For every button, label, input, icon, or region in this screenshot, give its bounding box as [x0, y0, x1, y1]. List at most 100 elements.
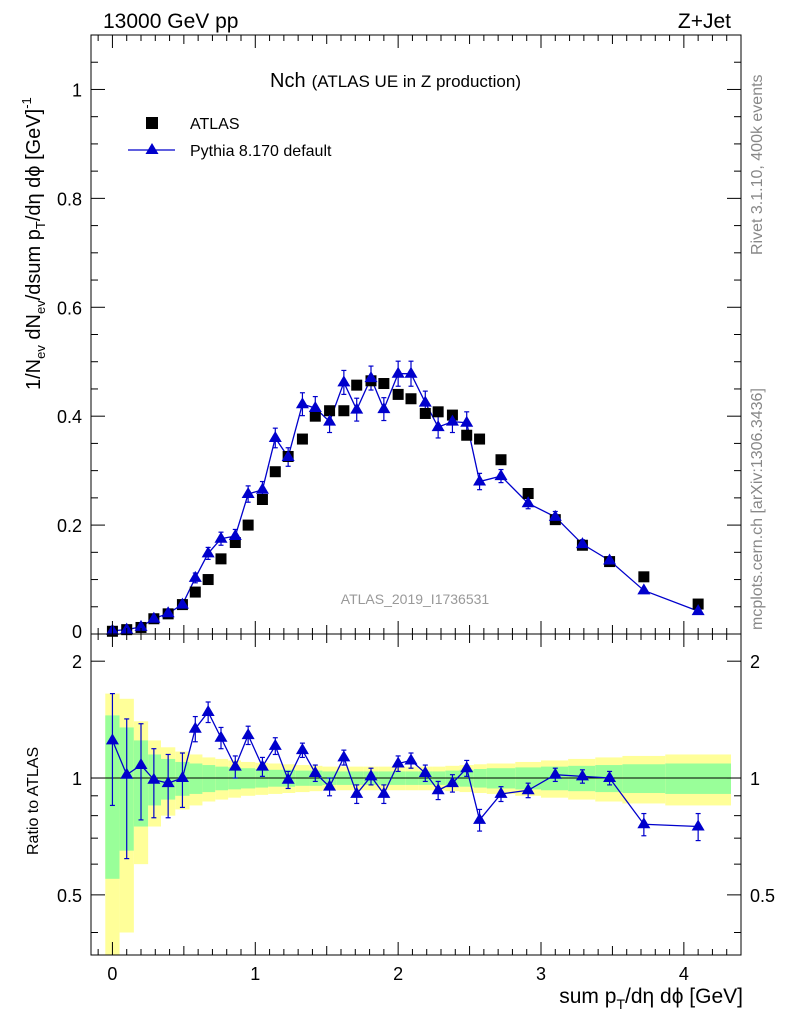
ratio-point	[404, 753, 418, 765]
atlas-point	[522, 488, 534, 500]
atlas-point	[215, 553, 227, 565]
ratio-point	[281, 772, 295, 784]
ratio-point	[364, 769, 378, 781]
pythia-point	[494, 469, 508, 481]
y-tick-label: 0.6	[57, 298, 82, 318]
pythia-point	[391, 366, 405, 378]
ratio-point	[473, 812, 487, 824]
ratio-y-tick-label-right: 1	[750, 769, 760, 789]
atlas-point	[392, 388, 404, 400]
atlas-point	[474, 433, 486, 445]
ratio-point	[295, 743, 309, 755]
ratio-point	[201, 704, 215, 716]
ratio-y-tick-label-right: 0.5	[750, 886, 775, 906]
pythia-point	[268, 430, 282, 442]
pythia-point	[445, 414, 459, 426]
pythia-point	[201, 546, 215, 558]
pythia-point	[603, 553, 617, 565]
ratio-point	[691, 819, 705, 831]
atlas-point	[229, 537, 241, 549]
legend-atlas-label: ATLAS	[190, 116, 240, 133]
ratio-point	[460, 761, 474, 773]
y-tick-label-zero: 0	[72, 622, 82, 642]
pythia-point	[637, 583, 651, 595]
ratio-point	[120, 767, 134, 779]
pythia-point	[323, 414, 337, 426]
ratio-point	[188, 721, 202, 733]
band-inner	[622, 764, 666, 794]
ratio-point	[175, 771, 189, 783]
ratio-point	[147, 772, 161, 784]
atlas-point	[324, 405, 336, 417]
ratio-point	[431, 783, 445, 795]
pythia-point	[431, 420, 445, 432]
atlas-point	[338, 405, 350, 417]
main-frame	[90, 34, 742, 635]
pythia-point	[228, 528, 242, 540]
process-label: Z+Jet	[678, 10, 731, 33]
atlas-point	[495, 454, 507, 466]
pythia-point	[161, 606, 175, 618]
analysis-label: ATLAS_2019_I1736531	[341, 591, 490, 607]
pythia-point	[337, 375, 351, 387]
y-tick-label: 0.4	[57, 407, 82, 427]
atlas-point	[269, 466, 281, 478]
ratio-point	[241, 728, 255, 740]
ratio-point	[350, 786, 364, 798]
x-tick-label: 0	[107, 964, 117, 984]
pythia-point	[134, 619, 148, 631]
ratio-frame	[90, 633, 742, 956]
energy-label: 13000 GeV pp	[103, 10, 238, 33]
ratio-point	[494, 786, 508, 798]
ratio-point	[445, 776, 459, 788]
ratio-point	[214, 730, 228, 742]
ratio-y-tick-label-right: 2	[750, 652, 760, 672]
ratio-point	[105, 733, 119, 745]
pythia-point	[418, 395, 432, 407]
pythia-point	[473, 474, 487, 486]
legend: ATLAS Pythia 8.170 default	[128, 116, 332, 160]
x-tick-label: 4	[679, 964, 689, 984]
atlas-point	[296, 433, 308, 445]
pythia-point	[188, 570, 202, 582]
ratio-point	[308, 766, 322, 778]
ratio-point	[337, 750, 351, 762]
pythia-point	[241, 487, 255, 499]
x-tick-label: 3	[536, 964, 546, 984]
pythia-point	[460, 415, 474, 427]
pythia-point	[350, 402, 364, 414]
y-tick-label: 1	[72, 80, 82, 100]
ratio-point	[418, 766, 432, 778]
ratio-y-axis-label: Ratio to ATLAS	[25, 747, 42, 855]
pythia-point	[575, 537, 589, 549]
ratio-point	[391, 756, 405, 768]
pythia-point	[295, 397, 309, 409]
pythia-point	[175, 597, 189, 609]
ratio-point	[521, 783, 535, 795]
ratio-y-tick-label: 0.5	[57, 886, 82, 906]
pythia-point	[691, 604, 705, 616]
ratio-point	[161, 776, 175, 788]
ratio-point	[377, 786, 391, 798]
atlas-point	[256, 493, 268, 505]
x-tick-label: 1	[250, 964, 260, 984]
atlas-point	[638, 571, 650, 583]
atlas-point	[405, 393, 417, 405]
rivet-label: Rivet 3.1.10, 400k events	[749, 74, 766, 255]
atlas-point	[242, 519, 254, 531]
band-inner	[189, 763, 203, 794]
ratio-point	[268, 738, 282, 750]
ratio-point	[575, 769, 589, 781]
pythia-point	[214, 531, 228, 543]
atlas-point	[202, 574, 214, 586]
plot-title: Nch (ATLAS UE in Z production)	[270, 70, 521, 92]
pythia-point	[255, 482, 269, 494]
plot-title-sub: (ATLAS UE in Z production)	[312, 72, 521, 91]
atlas-point	[351, 379, 363, 391]
pythia-point	[377, 402, 391, 414]
ratio-point	[637, 817, 651, 829]
atlas-point	[461, 429, 473, 441]
pythia-point	[364, 371, 378, 383]
legend-pythia-marker	[145, 143, 159, 154]
